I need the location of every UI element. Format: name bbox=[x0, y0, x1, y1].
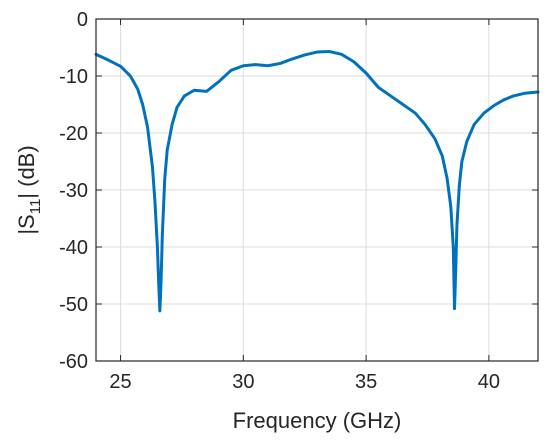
series-line bbox=[94, 49, 540, 313]
ticks bbox=[96, 18, 538, 362]
tick-labels: 25 30 35 40 0 -10 -20 -30 -40 -50 -60 bbox=[59, 9, 500, 393]
grid bbox=[96, 18, 538, 362]
y-tick-label: -10 bbox=[59, 66, 88, 88]
y-axis-label-prefix: |S bbox=[14, 214, 39, 234]
y-axis-label: |S11| (dB) bbox=[14, 145, 44, 234]
y-tick-label: -30 bbox=[59, 180, 88, 202]
x-tick-label: 40 bbox=[478, 371, 500, 393]
x-tick-label: 35 bbox=[355, 371, 377, 393]
y-tick-label: 0 bbox=[77, 9, 88, 31]
series-layer bbox=[94, 49, 540, 313]
y-tick-label: -20 bbox=[59, 123, 88, 145]
x-tick-label: 30 bbox=[232, 371, 254, 393]
y-axis-label-subscript: 11 bbox=[27, 199, 44, 215]
y-tick-label: -50 bbox=[59, 294, 88, 316]
x-axis-label: Frequency (GHz) bbox=[233, 408, 402, 433]
y-tick-label: -60 bbox=[59, 351, 88, 373]
y-tick-label: -40 bbox=[59, 237, 88, 259]
y-axis-label-suffix: | (dB) bbox=[14, 145, 39, 198]
x-tick-label: 25 bbox=[109, 371, 131, 393]
